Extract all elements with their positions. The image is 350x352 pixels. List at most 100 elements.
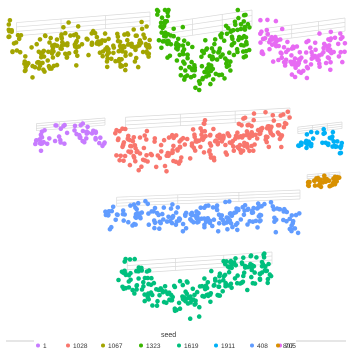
point-seed-1323: [218, 54, 223, 59]
point-seed-807: [328, 183, 334, 189]
point-seed-1323: [177, 52, 182, 58]
point-seed-1028: [141, 145, 147, 151]
point-seed-1323: [193, 85, 198, 91]
point-seed-1911: [327, 135, 333, 141]
point-seed-1323: [190, 44, 195, 50]
point-seed-705: [281, 45, 287, 50]
point-seed-1067: [145, 45, 150, 50]
point-seed-1619: [197, 304, 202, 310]
point-seed-1028: [202, 121, 207, 127]
point-seed-1067: [59, 32, 64, 37]
point-seed-807: [326, 178, 332, 183]
point-seed-807: [332, 175, 338, 181]
point-seed-408: [170, 213, 176, 219]
point-seed-1067: [64, 54, 70, 60]
point-seed-705: [276, 57, 281, 63]
point-seed-1911: [321, 131, 326, 137]
point-seed-1028: [257, 131, 263, 136]
point-seed-1: [58, 140, 63, 145]
point-seed-1911: [321, 126, 327, 132]
point-seed-1619: [157, 293, 162, 298]
point-seed-1028: [126, 149, 131, 154]
point-seed-807: [312, 183, 318, 188]
point-seed-1028: [235, 130, 240, 135]
point-seed-1619: [142, 298, 147, 304]
point-seed-1067: [86, 52, 91, 58]
point-seed-408: [211, 217, 217, 222]
point-seed-1619: [180, 282, 186, 288]
gridline-408: [116, 192, 301, 201]
point-seed-1067: [120, 49, 125, 54]
point-seed-1323: [175, 36, 181, 42]
point-seed-1067: [73, 49, 78, 55]
point-seed-1067: [74, 45, 80, 50]
point-seed-1619: [123, 256, 128, 262]
gridline-1: [36, 122, 106, 129]
point-seed-1067: [105, 50, 111, 56]
gridline-1028: [125, 111, 291, 122]
point-seed-1323: [223, 23, 229, 29]
point-seed-1067: [109, 56, 114, 62]
point-seed-1028: [133, 159, 138, 164]
point-seed-1323: [224, 31, 230, 37]
point-seed-1028: [287, 115, 292, 120]
point-seed-1028: [123, 126, 128, 132]
point-seed-1028: [118, 153, 123, 159]
point-seed-408: [173, 222, 179, 228]
point-seed-1028: [271, 118, 277, 123]
point-seed-1619: [221, 258, 226, 264]
point-seed-705: [328, 60, 333, 65]
point-seed-705: [340, 59, 345, 65]
point-seed-705: [276, 43, 282, 49]
point-seed-1619: [257, 277, 263, 283]
point-seed-705: [321, 41, 327, 47]
point-seed-408: [160, 211, 165, 217]
point-seed-408: [273, 229, 279, 235]
point-seed-1067: [36, 66, 42, 71]
point-seed-408: [131, 202, 137, 207]
point-seed-1619: [172, 284, 178, 290]
point-seed-1323: [243, 54, 249, 59]
point-seed-1067: [30, 75, 35, 80]
point-seed-1619: [241, 270, 247, 276]
point-seed-1619: [150, 292, 155, 298]
legend-title: seed: [161, 332, 176, 339]
point-seed-1028: [219, 139, 225, 144]
point-seed-705: [304, 75, 310, 81]
point-seed-1323: [236, 15, 241, 21]
point-seed-1619: [221, 274, 227, 279]
point-seed-1323: [232, 19, 238, 25]
point-seed-1: [84, 136, 89, 141]
point-seed-1619: [239, 261, 245, 267]
point-seed-1028: [120, 144, 125, 150]
point-seed-705: [313, 47, 318, 53]
point-seed-1619: [217, 279, 222, 284]
point-seed-408: [251, 205, 256, 211]
point-seed-1067: [139, 19, 144, 25]
point-seed-1619: [205, 280, 211, 285]
point-seed-1619: [139, 268, 145, 273]
gridline-1067: [16, 11, 151, 23]
point-seed-1323: [175, 43, 181, 49]
point-seed-1028: [153, 164, 159, 170]
point-seed-408: [195, 220, 200, 225]
point-seed-1323: [247, 25, 252, 30]
point-seed-1067: [13, 40, 19, 45]
point-seed-1067: [29, 45, 34, 50]
point-seed-1028: [249, 131, 255, 136]
point-seed-1067: [144, 49, 149, 54]
point-seed-1323: [231, 52, 237, 58]
point-seed-1323: [203, 38, 208, 43]
point-seed-1619: [156, 287, 161, 293]
point-seed-1067: [74, 38, 79, 44]
point-seed-1028: [249, 143, 254, 149]
point-seed-408: [152, 225, 157, 231]
point-seed-1067: [66, 20, 71, 25]
point-seed-1619: [226, 269, 232, 275]
point-seed-1028: [199, 129, 205, 134]
point-seed-1028: [247, 148, 252, 154]
point-seed-1028: [208, 132, 213, 138]
point-seed-1028: [198, 144, 203, 150]
point-seed-1067: [133, 55, 139, 61]
